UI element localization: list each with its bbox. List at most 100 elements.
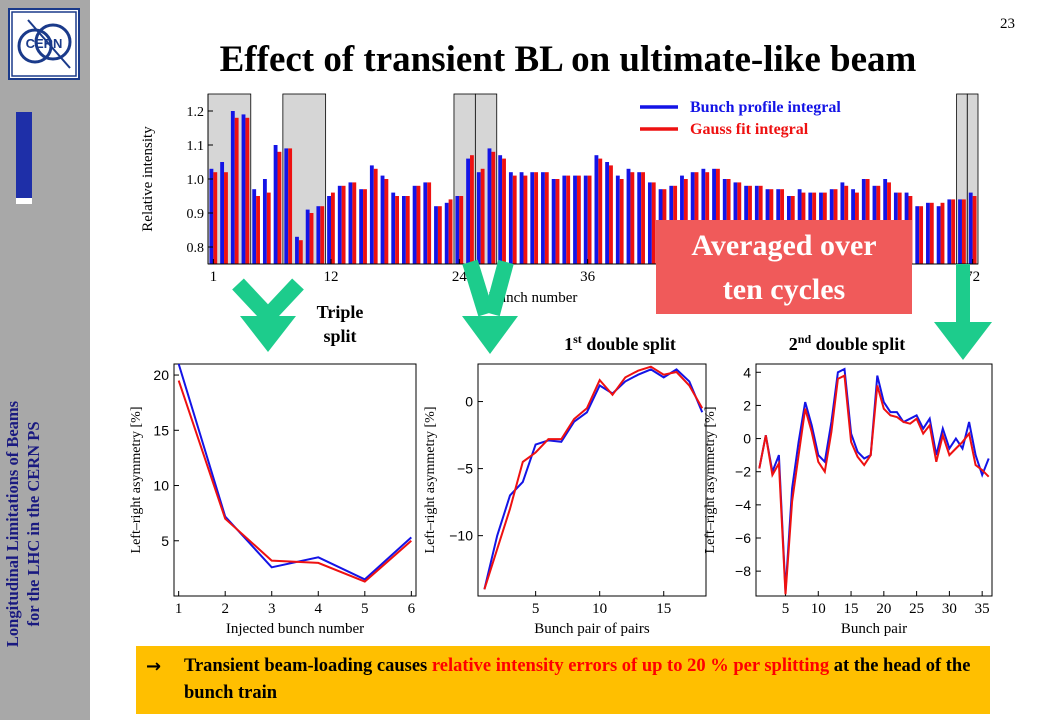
bar-profile (541, 172, 545, 264)
bar-gauss (512, 175, 517, 264)
x-axis-title: Bunch number (489, 290, 578, 306)
bar-gauss (972, 196, 977, 264)
bar-gauss (705, 172, 710, 264)
bar-gauss (598, 158, 603, 264)
x-axis-title: Bunch pair of pairs (534, 621, 650, 637)
bar-gauss (694, 172, 699, 264)
x-tick-label: 10 (592, 601, 607, 617)
bar-profile (605, 162, 610, 264)
bar-profile (284, 148, 289, 264)
x-tick-label: 15 (656, 601, 671, 617)
bar-profile (498, 155, 503, 264)
bar-profile (476, 172, 481, 264)
note-part2-red: relative intensity errors of up to 20 % … (431, 656, 830, 676)
double1-rest: double split (581, 334, 676, 354)
bar-profile (508, 172, 513, 264)
x-tick-label: 12 (323, 269, 338, 285)
bar-profile (305, 209, 310, 264)
bar-gauss (951, 199, 956, 264)
bar-gauss (929, 202, 934, 264)
sidebar-accent-bar (16, 112, 32, 204)
bar-gauss (405, 196, 410, 264)
y-tick-label: −2 (735, 464, 751, 480)
y-tick-label: −5 (457, 461, 473, 477)
y-tick-label: −8 (735, 563, 751, 579)
y-tick-label: 4 (743, 364, 751, 380)
bar-profile (434, 206, 438, 264)
bar-profile (487, 148, 492, 264)
x-tick-label: 24 (452, 269, 468, 285)
svg-text:CERN: CERN (26, 36, 63, 51)
bar-gauss (448, 199, 453, 264)
bar-profile (380, 175, 385, 264)
bar-gauss (341, 185, 346, 264)
bar-gauss (491, 151, 496, 264)
y-tick-label: 5 (161, 533, 169, 549)
bar-profile (680, 175, 684, 264)
bar-gauss (566, 175, 571, 264)
down-arrow-double1 (462, 259, 518, 354)
double1-base: 1 (564, 334, 574, 354)
bar-gauss (480, 168, 485, 264)
down-arrow-double2 (934, 264, 992, 360)
bar-gauss (587, 175, 592, 264)
double2-sup: nd (797, 332, 812, 346)
legend-label: Gauss fit integral (690, 121, 809, 138)
cern-logo: CERN (8, 8, 80, 80)
bar-gauss (544, 172, 549, 264)
bar-profile (359, 189, 364, 264)
bar-gauss (245, 117, 250, 264)
x-tick-label: 5 (361, 601, 369, 617)
bar-profile (615, 175, 620, 264)
bar-profile (412, 185, 417, 264)
bar-gauss (523, 175, 528, 264)
down-arrow-triple (232, 278, 304, 352)
bar-profile (926, 202, 930, 264)
note-part3: at the head of the bunch train (184, 656, 971, 703)
bar-gauss (352, 182, 357, 264)
bar-profile (220, 162, 225, 264)
y-tick-label: −10 (449, 528, 473, 544)
conclusion-note (136, 646, 990, 714)
slide-number: 23 (1000, 16, 1015, 32)
x-tick-label: 25 (909, 601, 924, 617)
bar-profile (647, 182, 652, 264)
bar-gauss (320, 206, 325, 264)
bar-profile (241, 114, 246, 265)
bar-profile (348, 182, 353, 264)
bar-gauss (298, 240, 303, 264)
note-text: Transient beam-loading causes relative i… (184, 653, 974, 707)
second-double-split-label: 2nd double split (742, 332, 952, 355)
bar-profile (455, 196, 460, 264)
bar-gauss (427, 182, 432, 264)
series-line-red (483, 365, 704, 590)
bar-profile (391, 192, 396, 264)
bar-profile (337, 185, 342, 264)
sidebar (0, 0, 90, 720)
bar-gauss (330, 192, 335, 264)
series-line-red (758, 374, 990, 595)
series-line-red (177, 380, 412, 583)
bar-profile (327, 196, 331, 264)
bar-gauss (277, 151, 282, 264)
x-tick-label: 5 (532, 601, 540, 617)
bar-gauss (961, 199, 966, 264)
bar-gauss (384, 179, 389, 264)
bar-profile (230, 111, 235, 264)
x-tick-label: 20 (876, 601, 891, 617)
averaged-over-box: Averaged over ten cycles (656, 220, 912, 314)
bar-profile (573, 175, 577, 264)
line-chart-triple-split: 1 2 3 4 5 6 5 10 15 20 Injected bunch number Left–r… (129, 363, 417, 637)
y-tick-label: 1.2 (187, 105, 205, 120)
x-tick-label: 1 (210, 269, 218, 285)
y-tick-label: 1.1 (187, 139, 205, 154)
bar-profile (968, 192, 973, 264)
plot-frame (755, 363, 993, 597)
triple-line1: Triple (316, 302, 364, 322)
bar-gauss (555, 179, 560, 264)
series-line-blue (483, 368, 704, 590)
bar-gauss (715, 168, 720, 264)
bar-gauss (641, 172, 645, 264)
triple-line2: split (323, 326, 357, 346)
